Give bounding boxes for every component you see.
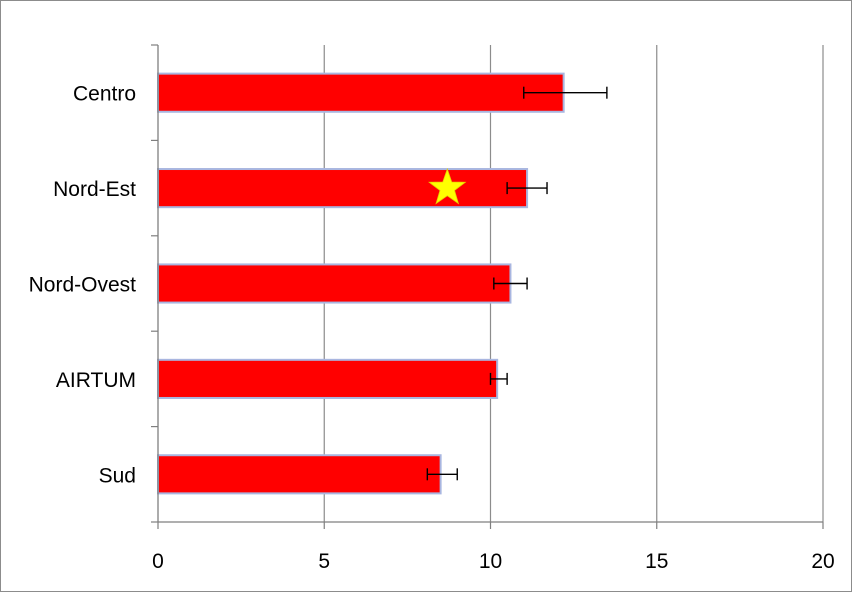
bar-centro — [157, 72, 565, 113]
x-tick-label-10: 10 — [479, 550, 502, 573]
bars — [157, 72, 565, 495]
y-tick-label-nord-est: Nord-Est — [53, 178, 136, 201]
x-tick-label-20: 20 — [811, 550, 834, 573]
x-tick-label-15: 15 — [645, 550, 668, 573]
y-tick-label-sud: Sud — [99, 464, 136, 487]
bar-airtum — [157, 358, 499, 399]
x-tick-label-0: 0 — [152, 550, 164, 573]
bar-nord-ovest — [157, 263, 512, 304]
y-tick-label-nord-ovest: Nord-Ovest — [29, 274, 137, 297]
bar-sud — [157, 454, 442, 495]
x-tick-label-5: 5 — [318, 550, 330, 573]
tick-labels: 0 5 10 15 20 Centro Nord-Est Nord-Ovest AIRTUM Su… — [29, 83, 835, 573]
axes — [151, 44, 824, 529]
annotations — [428, 167, 467, 205]
bar-nord-est — [157, 168, 529, 209]
star-icon — [428, 167, 467, 205]
y-tick-label-centro: Centro — [73, 83, 136, 106]
y-tick-label-airtum: AIRTUM — [56, 369, 136, 392]
error-bars — [426, 86, 608, 481]
